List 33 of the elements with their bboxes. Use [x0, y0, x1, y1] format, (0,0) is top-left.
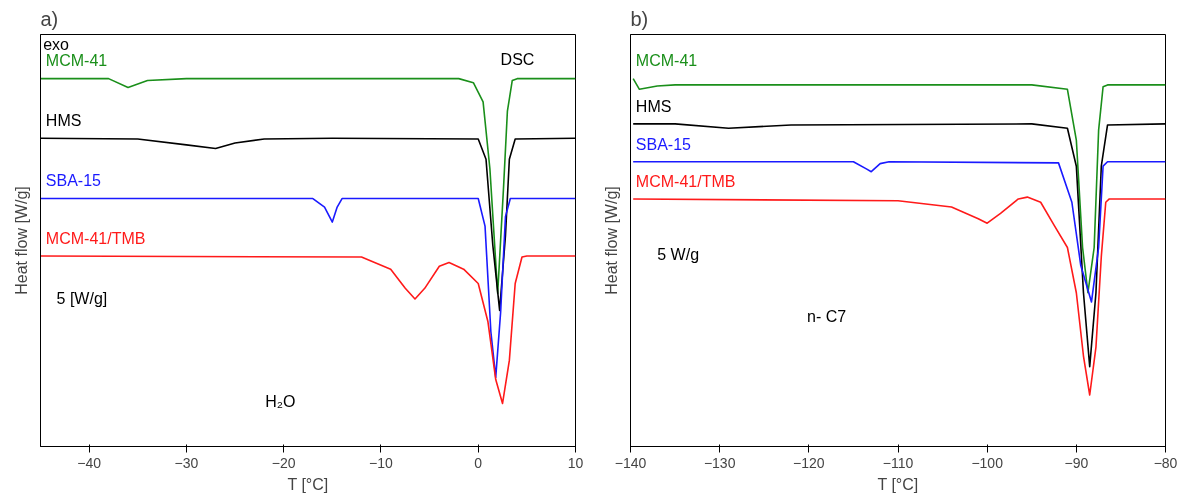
y-axis-title: Heat flow [W/g]	[12, 186, 30, 295]
x-tick-label: −100	[971, 454, 1004, 471]
series-label: MCM-41	[45, 52, 108, 70]
chart-title: a)	[40, 7, 59, 30]
x-tick-label: 0	[474, 454, 483, 471]
chart-title: b)	[630, 7, 649, 30]
x-tick-label: −40	[77, 454, 102, 471]
x-tick-label: −120	[793, 454, 825, 471]
x-tick-label: −10	[369, 454, 394, 471]
x-tick-label: −140	[614, 454, 647, 471]
series-label: MCM-41/TMB	[635, 172, 736, 190]
x-tick-label: 10	[567, 454, 584, 471]
annotation: H₂O	[265, 392, 296, 410]
x-tick-label: −90	[1064, 454, 1089, 471]
text: DSC	[500, 50, 535, 68]
text: exo	[43, 35, 70, 53]
series-label: SBA-15	[45, 172, 102, 190]
annotation: 5 [W/g]	[56, 289, 108, 307]
x-tick-label: −30	[174, 454, 199, 471]
x-axis-title: T [°C]	[877, 475, 919, 493]
x-tick-label: −80	[1153, 454, 1178, 471]
series-label: MCM-41/TMB	[45, 229, 146, 247]
series-label: SBA-15	[635, 135, 692, 153]
x-tick-label: −20	[271, 454, 296, 471]
annotation: 5 W/g	[657, 245, 700, 263]
annotation: n- C7	[807, 308, 847, 326]
y-axis-title: Heat flow [W/g]	[602, 186, 620, 295]
series-label: HMS	[635, 97, 672, 115]
series-label: HMS	[45, 112, 82, 130]
x-tick-label: −130	[703, 454, 736, 471]
x-axis-title: T [°C]	[287, 475, 329, 493]
series-label: MCM-41	[635, 52, 698, 70]
x-tick-label: −110	[882, 454, 914, 471]
